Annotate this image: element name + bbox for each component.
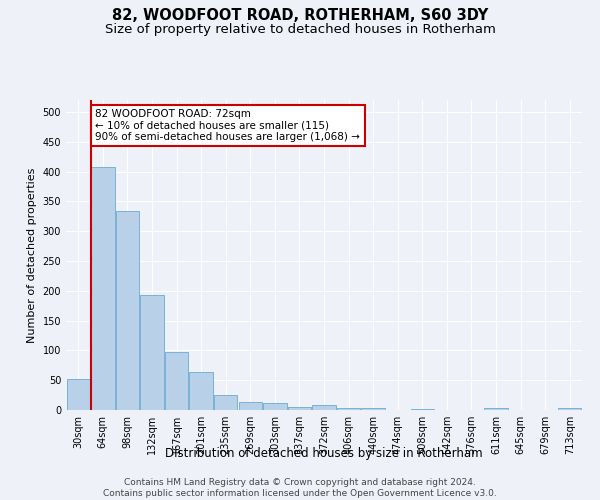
Bar [263,404,287,410]
Text: 82 WOODFOOT ROAD: 72sqm
← 10% of detached houses are smaller (115)
90% of semi-d: 82 WOODFOOT ROAD: 72sqm ← 10% of detache… [95,109,361,142]
Bar [214,395,238,410]
Bar [558,408,581,410]
Text: Distribution of detached houses by size in Rotherham: Distribution of detached houses by size … [165,448,483,460]
Text: 82, WOODFOOT ROAD, ROTHERHAM, S60 3DY: 82, WOODFOOT ROAD, ROTHERHAM, S60 3DY [112,8,488,22]
Y-axis label: Number of detached properties: Number of detached properties [27,168,37,342]
Bar [288,407,311,410]
Text: Contains HM Land Registry data © Crown copyright and database right 2024.
Contai: Contains HM Land Registry data © Crown c… [103,478,497,498]
Bar [165,352,188,410]
Bar [140,295,164,410]
Bar [67,379,90,410]
Bar [116,212,139,410]
Bar [361,408,385,410]
Bar [410,409,434,410]
Bar [239,402,262,410]
Bar [484,408,508,410]
Bar [190,372,213,410]
Bar [91,168,115,410]
Bar [313,404,335,410]
Bar [337,408,360,410]
Text: Size of property relative to detached houses in Rotherham: Size of property relative to detached ho… [104,22,496,36]
